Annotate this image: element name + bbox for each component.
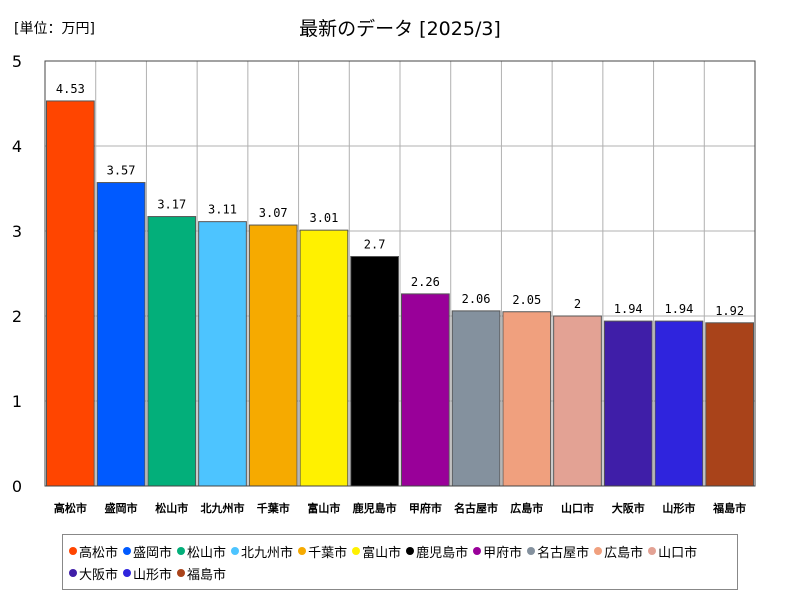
x-tick-label: 名古屋市 bbox=[454, 501, 498, 515]
y-tick-label: 2 bbox=[12, 307, 22, 326]
legend-marker-icon bbox=[527, 547, 536, 555]
legend-label: 富山市 bbox=[362, 545, 402, 561]
bar bbox=[705, 322, 754, 487]
unit-label: [単位：万円] bbox=[14, 21, 95, 37]
bar bbox=[198, 221, 247, 487]
y-tick-label: 0 bbox=[12, 477, 22, 496]
x-tick-label: 北九州市 bbox=[201, 501, 245, 515]
legend-item: 鹿児島市 bbox=[406, 540, 468, 562]
data-label: 3.57 bbox=[107, 164, 136, 178]
data-label: 2.05 bbox=[512, 293, 541, 307]
x-tick-label: 千葉市 bbox=[257, 501, 290, 515]
legend-marker-icon bbox=[352, 547, 361, 555]
bar bbox=[502, 311, 552, 487]
legend-item: 広島市 bbox=[594, 540, 643, 562]
legend-item: 福島市 bbox=[177, 562, 226, 584]
legend-label: 甲府市 bbox=[483, 545, 523, 561]
plot-border bbox=[44, 60, 756, 487]
data-label: 2.26 bbox=[411, 275, 440, 289]
chart-title: 最新のデータ [2025/3] bbox=[299, 18, 501, 40]
legend-marker-icon bbox=[177, 547, 186, 555]
x-tick-label: 甲府市 bbox=[409, 501, 442, 515]
bar bbox=[451, 310, 501, 487]
x-tick-label: 高松市 bbox=[54, 501, 87, 515]
bar bbox=[46, 100, 95, 487]
x-tick-label: 松山市 bbox=[155, 501, 188, 515]
y-tick-label: 3 bbox=[12, 222, 22, 241]
y-tick-label: 5 bbox=[12, 52, 22, 71]
bar bbox=[401, 293, 450, 487]
data-label: 3.11 bbox=[208, 203, 237, 217]
legend-label: 盛岡市 bbox=[133, 545, 173, 561]
bar bbox=[603, 320, 653, 487]
legend-marker-icon bbox=[594, 547, 603, 555]
legend-label: 鹿児島市 bbox=[416, 545, 469, 561]
legend-marker-icon bbox=[648, 547, 657, 555]
x-tick-label: 盛岡市 bbox=[105, 501, 138, 515]
legend-label: 山口市 bbox=[658, 545, 698, 561]
bar bbox=[654, 320, 704, 487]
x-tick-label: 富山市 bbox=[307, 501, 340, 515]
data-label: 2.06 bbox=[462, 292, 491, 306]
legend-item: 山口市 bbox=[648, 540, 697, 562]
legend-marker-icon bbox=[177, 569, 186, 577]
legend-marker-icon bbox=[69, 569, 77, 577]
legend-marker-icon bbox=[406, 547, 415, 555]
bar bbox=[350, 256, 399, 487]
data-label: 1.94 bbox=[614, 302, 643, 316]
bar bbox=[299, 229, 349, 487]
bar bbox=[553, 315, 602, 487]
x-tick-label: 福島市 bbox=[712, 501, 746, 515]
legend-marker-icon bbox=[123, 547, 132, 555]
legend-marker-icon bbox=[123, 569, 132, 577]
legend-label: 大阪市 bbox=[79, 567, 119, 583]
bar-chart: 0 1 2 3 4 5 4.53 高松市 3.57 盛岡市 3.17 松山市 3.11 北九州市 3.07 千… bbox=[12, 52, 756, 515]
legend-item: 盛岡市 bbox=[123, 540, 172, 562]
chart-legend: 高松市 盛岡市 松山市 北九州市 千葉市 富山市 鹿児島市 甲府市 名古屋市 広島市 山口市大阪市山… bbox=[62, 534, 738, 590]
data-label: 4.53 bbox=[56, 82, 85, 96]
legend-item: 名古屋市 bbox=[527, 540, 589, 562]
bar bbox=[248, 224, 298, 487]
legend-item: 山形市 bbox=[123, 562, 172, 584]
legend-label: 高松市 bbox=[79, 545, 119, 561]
legend-item: 高松市 bbox=[69, 540, 118, 562]
legend-marker-icon bbox=[69, 547, 77, 555]
x-tick-label: 山形市 bbox=[662, 501, 695, 515]
legend-item: 富山市 bbox=[352, 540, 401, 562]
legend-label: 広島市 bbox=[604, 545, 644, 561]
legend-label: 福島市 bbox=[187, 567, 227, 583]
legend-marker-icon bbox=[298, 547, 307, 555]
legend-marker-icon bbox=[231, 547, 240, 555]
legend-item: 甲府市 bbox=[473, 540, 522, 562]
legend-item: 北九州市 bbox=[231, 540, 293, 562]
legend-marker-icon bbox=[473, 547, 482, 555]
x-tick-label: 鹿児島市 bbox=[353, 501, 397, 515]
legend-label: 北九州市 bbox=[241, 545, 294, 561]
legend-label: 千葉市 bbox=[308, 545, 348, 561]
bar bbox=[96, 182, 146, 487]
x-tick-label: 山口市 bbox=[561, 501, 594, 515]
y-tick-label: 4 bbox=[12, 137, 22, 156]
data-label: 3.17 bbox=[157, 198, 186, 212]
legend-label: 山形市 bbox=[133, 567, 173, 583]
legend-item: 千葉市 bbox=[298, 540, 347, 562]
bar bbox=[147, 216, 197, 487]
data-label: 3.07 bbox=[259, 206, 288, 220]
legend-label: 松山市 bbox=[187, 545, 227, 561]
legend-item: 大阪市 bbox=[69, 562, 118, 584]
x-tick-label: 大阪市 bbox=[612, 501, 645, 515]
data-label: 1.94 bbox=[664, 302, 693, 316]
data-label: 2 bbox=[574, 297, 581, 311]
data-label: 3.01 bbox=[309, 211, 338, 225]
legend-label: 名古屋市 bbox=[537, 545, 590, 561]
legend-item: 松山市 bbox=[177, 540, 226, 562]
data-label: 1.92 bbox=[715, 304, 744, 318]
x-tick-label: 広島市 bbox=[510, 501, 543, 515]
y-tick-label: 1 bbox=[12, 392, 22, 411]
data-label: 2.7 bbox=[364, 238, 386, 252]
